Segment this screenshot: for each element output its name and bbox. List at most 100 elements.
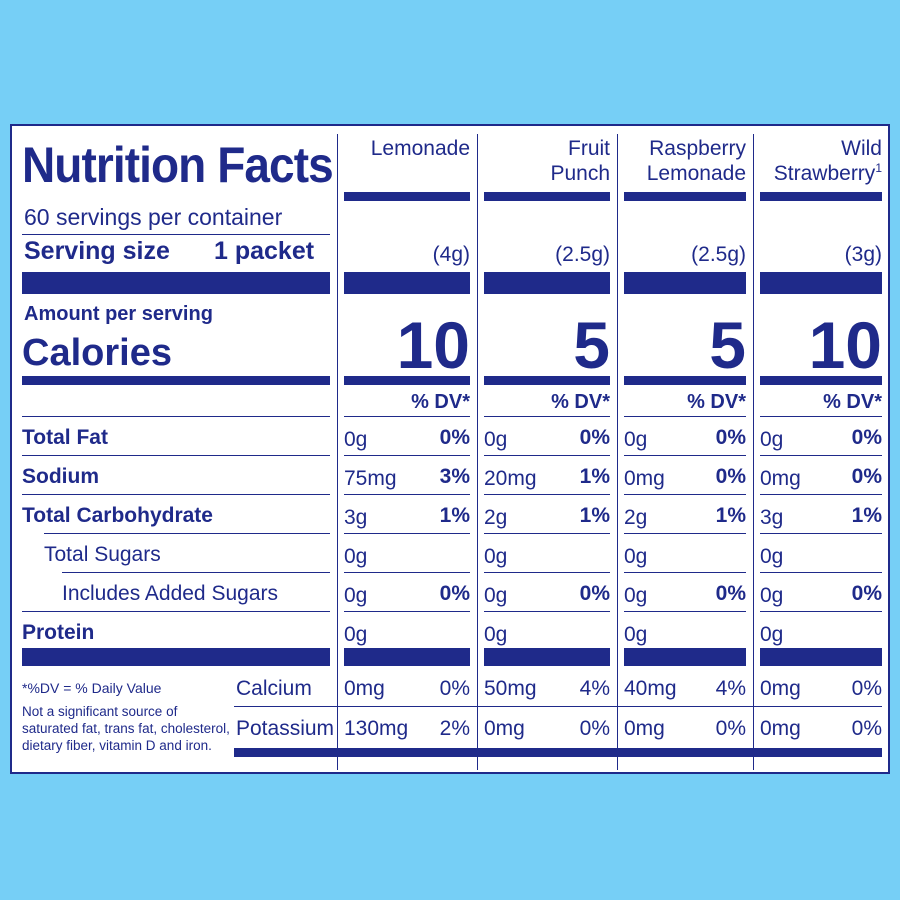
nutrient-label: Sodium xyxy=(22,465,99,488)
row-divider xyxy=(484,611,610,612)
row-divider xyxy=(22,455,330,456)
header-underline-bar xyxy=(624,192,746,201)
nutrient-amount: 0g xyxy=(760,545,784,568)
footnote-marker: 1 xyxy=(875,161,882,176)
row-divider xyxy=(624,611,746,612)
row-divider xyxy=(760,572,882,573)
row-divider xyxy=(760,416,882,417)
column-divider xyxy=(617,134,618,770)
header-underline-bar xyxy=(760,192,882,201)
mineral-amount: 0mg xyxy=(484,717,525,740)
calories-underline-bar-left xyxy=(22,376,330,385)
dv-header: % DV* xyxy=(687,391,746,413)
column-header-1: Lemonade xyxy=(344,136,470,161)
mineral-daily-value: 0% xyxy=(715,717,746,740)
nutrient-daily-value: 1% xyxy=(439,504,470,527)
mineral-label: Calcium xyxy=(236,677,312,700)
mineral-amount: 0mg xyxy=(344,677,385,700)
serving-thick-bar xyxy=(760,272,882,294)
row-divider xyxy=(484,416,610,417)
nutrient-amount: 0g xyxy=(760,623,784,646)
column-name-line2-text: Strawberry xyxy=(773,162,876,186)
mineral-amount: 0mg xyxy=(760,677,801,700)
protein-thick-bar xyxy=(344,648,470,666)
column-header-3: Raspberry Lemonade xyxy=(624,136,746,186)
row-divider xyxy=(234,706,882,707)
nutrient-daily-value: 0% xyxy=(851,582,882,605)
nutrient-daily-value: 1% xyxy=(579,465,610,488)
row-divider xyxy=(44,533,330,534)
protein-thick-bar xyxy=(484,648,610,666)
footnote-not-significant: Not a significant source of saturated fa… xyxy=(22,704,230,753)
column-header-2: Fruit Punch xyxy=(484,136,610,186)
header-underline-bar xyxy=(344,192,470,201)
row-divider xyxy=(484,572,610,573)
dv-header: % DV* xyxy=(551,391,610,413)
row-divider xyxy=(624,455,746,456)
nutrient-daily-value: 0% xyxy=(851,465,882,488)
row-divider xyxy=(344,533,470,534)
nutrition-facts-panel: Nutrition Facts 60 servings per containe… xyxy=(10,124,890,774)
nutrient-amount: 0g xyxy=(484,428,508,451)
row-divider xyxy=(484,455,610,456)
nutrient-daily-value: 0% xyxy=(439,582,470,605)
row-divider xyxy=(624,572,746,573)
row-divider xyxy=(344,416,470,417)
nutrient-amount: 0g xyxy=(624,584,648,607)
nutrient-amount: 0g xyxy=(344,545,368,568)
nutrient-daily-value: 0% xyxy=(579,426,610,449)
nutrient-amount: 2g xyxy=(624,506,648,529)
mineral-label: Potassium xyxy=(236,717,335,740)
column-name-line1: Raspberry xyxy=(649,137,746,160)
nutrient-label: Total Carbohydrate xyxy=(22,504,213,527)
nutrient-amount: 0g xyxy=(624,428,648,451)
nutrient-label: Protein xyxy=(22,621,95,644)
calories-underline-bar xyxy=(760,376,882,385)
nutrient-amount: 3g xyxy=(344,506,368,529)
nutrient-amount: 20mg xyxy=(484,467,537,490)
mineral-amount: 0mg xyxy=(624,717,665,740)
mineral-daily-value: 0% xyxy=(851,717,882,740)
nutrient-amount: 0g xyxy=(624,545,648,568)
servings-per-container: 60 servings per container xyxy=(24,204,283,230)
nutrient-label: Includes Added Sugars xyxy=(62,582,278,605)
nutrient-daily-value: 0% xyxy=(439,426,470,449)
column-serving-size: (3g) xyxy=(844,243,882,266)
row-divider xyxy=(760,494,882,495)
serving-size-label: Serving size xyxy=(24,237,170,265)
dv-header: % DV* xyxy=(823,391,882,413)
mineral-amount: 40mg xyxy=(624,677,677,700)
nutrient-amount: 0g xyxy=(344,584,368,607)
column-name-line1: Wild xyxy=(841,137,882,160)
nutrient-daily-value: 3% xyxy=(439,465,470,488)
row-divider xyxy=(484,533,610,534)
nutrient-amount: 3g xyxy=(760,506,784,529)
column-serving-size: (4g) xyxy=(432,243,470,266)
header-underline-bar xyxy=(484,192,610,201)
nutrient-daily-value: 0% xyxy=(715,465,746,488)
row-divider xyxy=(344,572,470,573)
row-divider xyxy=(344,494,470,495)
mineral-daily-value: 0% xyxy=(851,677,882,700)
nutrient-amount: 0mg xyxy=(624,467,665,490)
row-divider xyxy=(624,494,746,495)
mineral-daily-value: 2% xyxy=(439,717,470,740)
nutrient-amount: 0g xyxy=(484,623,508,646)
mineral-daily-value: 4% xyxy=(579,677,610,700)
nutrient-amount: 0g xyxy=(484,545,508,568)
nutrient-amount: 0g xyxy=(760,584,784,607)
mineral-amount: 50mg xyxy=(484,677,537,700)
row-divider xyxy=(22,494,330,495)
column-name-line2: Punch xyxy=(484,161,610,186)
column-name-line2-text: Lemonade xyxy=(646,162,746,186)
nutrient-amount: 0g xyxy=(344,623,368,646)
mineral-daily-value: 4% xyxy=(715,677,746,700)
column-divider xyxy=(753,134,754,770)
serving-thick-bar xyxy=(484,272,610,294)
nutrient-amount: 2g xyxy=(484,506,508,529)
nutrient-daily-value: 0% xyxy=(579,582,610,605)
bottom-bar xyxy=(234,748,882,757)
calories-value: 5 xyxy=(573,308,610,382)
calories-label: Calories xyxy=(22,332,172,374)
row-divider xyxy=(760,611,882,612)
